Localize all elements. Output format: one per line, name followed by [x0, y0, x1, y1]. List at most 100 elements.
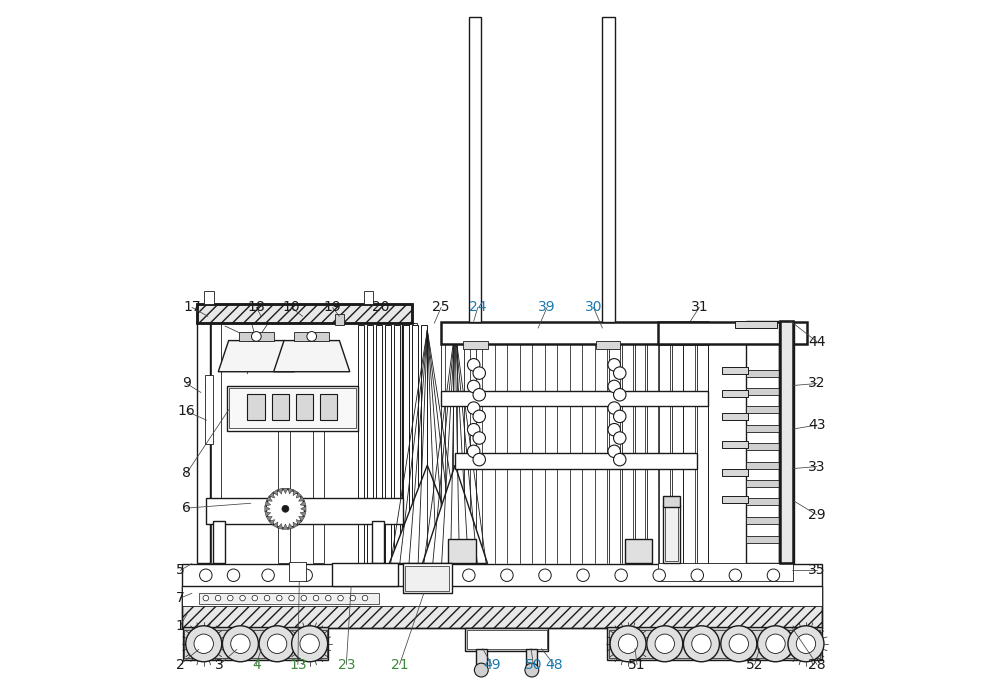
Text: 20: 20	[372, 300, 390, 314]
Circle shape	[653, 569, 665, 582]
Bar	[372, 521, 384, 564]
Circle shape	[251, 332, 261, 341]
Polygon shape	[288, 523, 293, 530]
Bar	[722, 441, 748, 448]
Bar	[476, 649, 487, 666]
Polygon shape	[265, 501, 271, 506]
Bar	[746, 425, 779, 432]
Bar	[182, 587, 822, 628]
Bar	[211, 323, 221, 564]
Circle shape	[467, 445, 480, 457]
Circle shape	[614, 453, 626, 466]
Bar	[421, 325, 427, 564]
Circle shape	[350, 596, 356, 601]
Bar	[403, 325, 409, 564]
Bar	[364, 291, 373, 304]
Text: 19: 19	[324, 300, 341, 314]
Circle shape	[473, 410, 485, 423]
Circle shape	[259, 626, 295, 662]
Bar	[470, 17, 480, 322]
Circle shape	[796, 634, 816, 653]
Circle shape	[300, 569, 312, 582]
Text: 49: 49	[483, 657, 501, 671]
Polygon shape	[296, 492, 302, 498]
Bar	[625, 539, 652, 564]
Text: 10: 10	[282, 300, 300, 314]
Text: 7: 7	[176, 591, 185, 605]
Bar	[746, 321, 779, 564]
Circle shape	[292, 626, 328, 662]
Bar	[746, 461, 779, 468]
Bar	[204, 291, 214, 304]
Circle shape	[767, 569, 780, 582]
Bar	[658, 322, 807, 344]
Circle shape	[227, 569, 240, 582]
Circle shape	[539, 569, 551, 582]
Circle shape	[608, 359, 620, 371]
Polygon shape	[273, 489, 278, 496]
Bar	[746, 536, 779, 543]
Circle shape	[326, 596, 331, 601]
Bar	[658, 564, 793, 581]
Circle shape	[228, 596, 233, 601]
Circle shape	[721, 626, 757, 662]
Circle shape	[473, 367, 485, 379]
Text: 52: 52	[746, 657, 763, 671]
Circle shape	[307, 332, 317, 341]
Circle shape	[473, 432, 485, 444]
Circle shape	[615, 569, 627, 582]
Text: 25: 25	[432, 300, 450, 314]
Bar	[182, 564, 822, 587]
Text: 1: 1	[176, 619, 185, 632]
Circle shape	[647, 626, 683, 662]
Polygon shape	[277, 488, 283, 494]
Bar	[722, 496, 748, 503]
Bar	[367, 325, 373, 564]
Circle shape	[608, 402, 620, 414]
Circle shape	[186, 626, 222, 662]
Text: 13: 13	[289, 657, 307, 671]
Bar	[213, 521, 225, 564]
Circle shape	[338, 596, 343, 601]
Text: 21: 21	[391, 657, 408, 671]
Bar	[722, 391, 748, 398]
Bar	[247, 394, 265, 420]
Circle shape	[262, 569, 274, 582]
Bar	[526, 649, 537, 666]
Bar	[296, 394, 313, 420]
Text: 31: 31	[691, 300, 708, 314]
Circle shape	[473, 453, 485, 466]
Circle shape	[222, 626, 258, 662]
Bar	[607, 627, 822, 660]
Bar	[376, 325, 382, 564]
Bar	[463, 341, 488, 349]
Circle shape	[608, 423, 620, 436]
Polygon shape	[266, 516, 272, 521]
Circle shape	[203, 596, 209, 601]
Circle shape	[425, 569, 437, 582]
Polygon shape	[283, 488, 288, 493]
Circle shape	[758, 626, 794, 662]
Circle shape	[194, 634, 213, 653]
Circle shape	[610, 626, 646, 662]
Bar	[294, 332, 329, 341]
Bar	[272, 394, 289, 420]
Polygon shape	[293, 522, 298, 528]
Bar	[746, 388, 779, 395]
Polygon shape	[265, 512, 271, 516]
Circle shape	[729, 569, 742, 582]
Circle shape	[267, 634, 287, 653]
Polygon shape	[293, 489, 298, 496]
Text: 2: 2	[176, 657, 185, 671]
Circle shape	[692, 634, 711, 653]
Polygon shape	[299, 516, 305, 521]
Bar	[402, 323, 414, 564]
Circle shape	[341, 569, 354, 582]
Bar	[184, 630, 327, 657]
Circle shape	[683, 626, 719, 662]
Circle shape	[473, 389, 485, 401]
Bar	[229, 388, 356, 429]
Text: 51: 51	[628, 657, 646, 671]
Polygon shape	[296, 520, 302, 525]
Bar	[722, 468, 748, 475]
